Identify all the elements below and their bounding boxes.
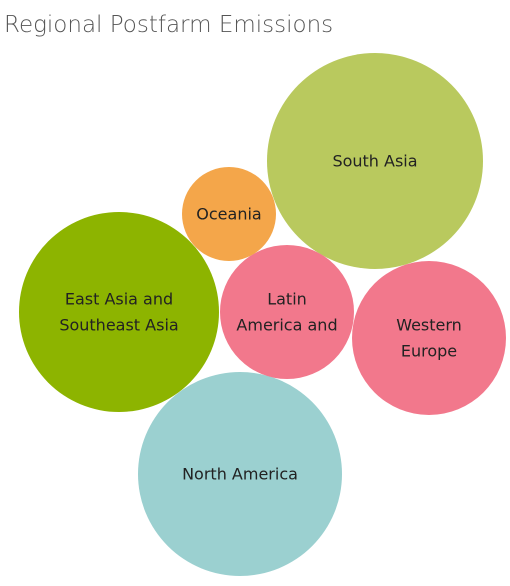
bubble-label-east-asia-and-southeast-asia: Southeast Asia [59,316,178,335]
bubble-label-latin-america-and: Latin [267,290,307,309]
bubble-label-latin-america-and: America and [236,316,337,335]
bubble-label-east-asia-and-southeast-asia: East Asia and [65,290,173,309]
bubble-latin-america-and[interactable] [220,245,354,379]
bubble-label-oceania: Oceania [196,205,261,224]
bubble-north-america[interactable] [138,372,342,576]
bubble-label-western-europe: Europe [401,342,457,361]
bubble-label-western-europe: Western [396,316,462,335]
bubble-east-asia-and-southeast-asia[interactable] [19,212,219,412]
bubble-oceania[interactable] [182,167,276,261]
bubble-label-north-america: North America [182,465,298,484]
bubble-western-europe[interactable] [352,261,506,415]
bubble-label-south-asia: South Asia [332,152,417,171]
bubble-south-asia[interactable] [267,53,483,269]
chart-title: Regional Postfarm Emissions [4,12,334,38]
